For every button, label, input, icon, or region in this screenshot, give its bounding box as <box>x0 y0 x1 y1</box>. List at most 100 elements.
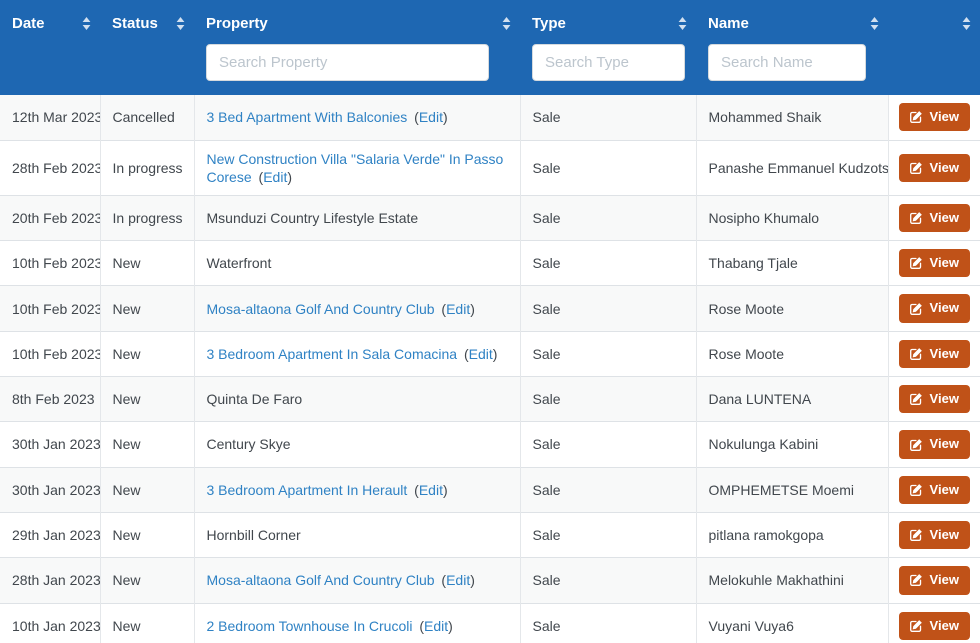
view-button[interactable]: View <box>898 566 970 595</box>
view-button[interactable]: View <box>898 475 970 504</box>
edit-square-icon <box>909 161 923 175</box>
cell-status: New <box>100 511 195 558</box>
cell-name: Panashe Emmanuel Kudzotsa <box>696 139 889 196</box>
type-text: Sale <box>532 159 561 176</box>
edit-link-wrap: (Edit) <box>441 301 474 317</box>
status-text: New <box>112 572 141 589</box>
property-link[interactable]: 3 Bed Apartment With Balconies <box>206 109 408 126</box>
cell-type: Sale <box>520 139 697 196</box>
view-button[interactable]: View <box>898 103 970 132</box>
type-text: Sale <box>532 481 561 498</box>
edit-square-icon <box>909 347 923 361</box>
name-text: Dana LUNTENA <box>708 391 812 408</box>
status-text: New <box>112 617 141 634</box>
edit-square-icon <box>909 211 923 225</box>
paren-close: ) <box>442 109 448 126</box>
edit-link[interactable]: Edit <box>446 572 471 589</box>
cell-name: Rose Moote <box>696 330 889 377</box>
type-text: Sale <box>532 617 561 634</box>
edit-link-wrap: (Edit) <box>419 618 452 634</box>
cell-type: Sale <box>520 285 697 332</box>
view-button[interactable]: View <box>898 203 970 233</box>
status-text: New <box>112 300 141 317</box>
column-header-type[interactable]: Type <box>520 0 696 40</box>
view-button-label: View <box>929 345 959 361</box>
cell-property: 3 Bedroom Apartment In Herault (Edit) <box>194 466 521 513</box>
cell-type: Sale <box>520 421 697 468</box>
sort-icon <box>82 16 91 30</box>
sort-icon <box>870 16 879 30</box>
cell-name: Thabang Tjale <box>696 240 889 286</box>
column-header-date[interactable]: Date <box>0 0 100 40</box>
property-text: Quinta De Faro <box>206 391 303 408</box>
cell-date: 28th Jan 2023 <box>0 557 101 604</box>
cell-action: View <box>888 330 980 377</box>
cell-date: 30th Jan 2023 <box>0 466 101 513</box>
view-button[interactable]: View <box>898 611 970 640</box>
column-header-property[interactable]: Property <box>194 0 520 40</box>
paren-close: ) <box>492 345 498 362</box>
cell-action: View <box>888 285 980 332</box>
cell-status: New <box>100 376 195 422</box>
table-row: 10th Feb 2023 New Waterfront Sale Thaban… <box>0 240 980 286</box>
cell-property: Msunduzi Country Lifestyle Estate <box>194 194 521 241</box>
paren-open: ( <box>441 300 447 317</box>
edit-link[interactable]: Edit <box>446 300 471 317</box>
property-link[interactable]: Mosa-altaona Golf And Country Club <box>206 572 435 589</box>
cell-property: Hornbill Corner <box>194 511 521 558</box>
cell-name: Dana LUNTENA <box>696 376 889 422</box>
property-link[interactable]: Mosa-altaona Golf And Country Club <box>206 300 435 317</box>
type-text: Sale <box>532 209 561 226</box>
table-row: 30th Jan 2023 New 3 Bedroom Apartment In… <box>0 466 980 513</box>
cell-date: 20th Feb 2023 <box>0 194 101 241</box>
view-button[interactable]: View <box>898 153 970 182</box>
view-button[interactable]: View <box>898 294 970 323</box>
column-header-status[interactable]: Status <box>100 0 194 40</box>
edit-square-icon <box>909 438 923 452</box>
cell-name: Mohammed Shaik <box>696 95 889 140</box>
table-row: 10th Feb 2023 New 3 Bedroom Apartment In… <box>0 330 980 377</box>
type-text: Sale <box>532 255 561 272</box>
column-header-actions[interactable] <box>888 0 980 40</box>
cell-status: New <box>100 557 195 604</box>
property-link[interactable]: 2 Bedroom Townhouse In Crucoli <box>206 617 413 634</box>
edit-link[interactable]: Edit <box>424 617 449 634</box>
cell-status: New <box>100 285 195 332</box>
cell-action: View <box>888 466 980 513</box>
search-property-input[interactable] <box>206 44 489 81</box>
name-text: Thabang Tjale <box>708 255 798 272</box>
date-text: 10th Feb 2023 <box>12 345 100 362</box>
edit-link[interactable]: Edit <box>418 109 443 126</box>
search-name-input[interactable] <box>708 44 866 81</box>
cell-action: View <box>888 602 980 643</box>
view-button[interactable]: View <box>898 385 970 414</box>
column-label-status: Status <box>112 14 158 32</box>
cell-action: View <box>888 421 980 468</box>
property-link[interactable]: New Construction Villa "Salaria Verde" I… <box>206 150 504 185</box>
column-label-type: Type <box>532 14 566 32</box>
paren-close: ) <box>442 481 448 498</box>
view-button[interactable]: View <box>898 520 970 550</box>
status-text: New <box>112 436 141 453</box>
property-link[interactable]: 3 Bedroom Apartment In Sala Comacina <box>206 345 458 362</box>
cell-property: Waterfront <box>194 240 521 286</box>
property-link[interactable]: 3 Bedroom Apartment In Herault <box>206 481 408 498</box>
table-row: 20th Feb 2023 In progress Msunduzi Count… <box>0 194 980 241</box>
type-text: Sale <box>532 572 561 589</box>
cell-type: Sale <box>520 466 697 513</box>
search-cell-type <box>520 40 696 95</box>
status-text: In progress <box>112 159 183 176</box>
edit-link[interactable]: Edit <box>263 168 288 185</box>
search-type-input[interactable] <box>532 44 685 81</box>
status-text: New <box>112 255 141 272</box>
edit-square-icon <box>909 528 923 542</box>
view-button-label: View <box>929 109 959 125</box>
cell-action: View <box>888 139 980 196</box>
column-header-name[interactable]: Name <box>696 0 888 40</box>
view-button[interactable]: View <box>898 339 970 369</box>
edit-link[interactable]: Edit <box>468 345 493 362</box>
edit-link[interactable]: Edit <box>418 481 443 498</box>
view-button[interactable]: View <box>898 430 970 459</box>
view-button[interactable]: View <box>898 249 970 278</box>
